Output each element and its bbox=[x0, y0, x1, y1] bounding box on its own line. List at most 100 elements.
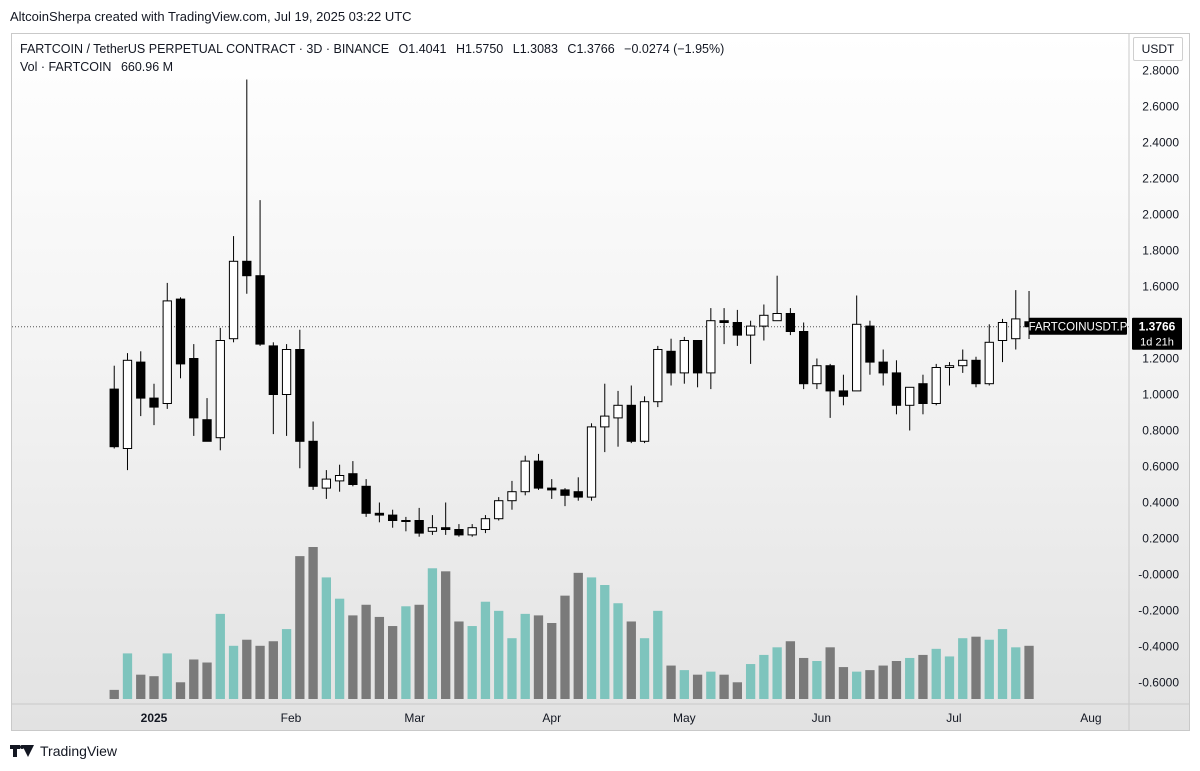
candle-body bbox=[136, 361, 146, 399]
volume-bar bbox=[268, 641, 278, 699]
volume-bar bbox=[295, 556, 305, 699]
volume-bar bbox=[281, 629, 292, 699]
candle-body bbox=[228, 260, 239, 340]
y-tick-label: 1.0000 bbox=[1142, 388, 1179, 402]
currency-button[interactable]: USDT bbox=[1133, 37, 1183, 61]
candle-body bbox=[162, 300, 172, 404]
candle-body bbox=[745, 325, 756, 336]
candle-body bbox=[838, 390, 849, 397]
chart-legend: FARTCOIN / TetherUS PERPETUAL CONTRACT ·… bbox=[20, 40, 730, 76]
candle-body bbox=[533, 460, 544, 489]
volume-bar bbox=[653, 610, 663, 699]
y-tick-label: -0.4000 bbox=[1138, 640, 1179, 654]
ticker-label: FARTCOINUSDT.P bbox=[1029, 322, 1128, 334]
volume-bar bbox=[666, 665, 676, 699]
volume-bar bbox=[427, 568, 438, 699]
volume-bar bbox=[1024, 645, 1034, 699]
candle-body bbox=[547, 487, 557, 491]
candle-body bbox=[268, 345, 278, 395]
volume-bar bbox=[374, 616, 385, 699]
ohlc-line: FARTCOIN / TetherUS PERPETUAL CONTRACT ·… bbox=[20, 40, 730, 58]
y-tick-label: 1.6000 bbox=[1142, 280, 1179, 294]
high-value: H1.5750 bbox=[456, 42, 504, 56]
candle-body bbox=[706, 320, 716, 374]
candle-body bbox=[361, 485, 371, 514]
y-tick-label: 0.2000 bbox=[1142, 532, 1179, 546]
candle-body bbox=[480, 518, 491, 531]
volume-bar bbox=[745, 664, 756, 699]
candle-body bbox=[189, 358, 199, 419]
candle-body bbox=[997, 322, 1008, 341]
volume-bar bbox=[785, 641, 796, 699]
y-tick-label: -0.0000 bbox=[1138, 568, 1179, 582]
candle-body bbox=[865, 325, 875, 363]
x-tick-label: May bbox=[673, 711, 696, 725]
candle-body bbox=[852, 323, 862, 392]
volume-bar bbox=[533, 615, 544, 699]
volume-bar bbox=[679, 670, 689, 699]
candle-body bbox=[931, 367, 941, 404]
chart-canvas[interactable]: 2.8000 2.6000 2.4000 2.2000 2.0000 1.8000 1.60… bbox=[12, 34, 1190, 731]
volume-bar bbox=[242, 639, 252, 699]
volume-bar bbox=[136, 674, 146, 699]
candle-body bbox=[639, 401, 650, 442]
bar-countdown: 1d 21h bbox=[1140, 337, 1174, 349]
volume-bar bbox=[997, 629, 1008, 699]
candle-body bbox=[944, 365, 955, 369]
ticker-label-bg bbox=[1029, 317, 1127, 335]
volume-bar bbox=[441, 571, 451, 699]
candle-body bbox=[374, 512, 385, 516]
candle-body bbox=[653, 349, 663, 403]
candle-body bbox=[573, 491, 583, 498]
x-tick-label: Feb bbox=[281, 711, 302, 725]
candle-body bbox=[122, 359, 133, 449]
brand-name: TradingView bbox=[40, 743, 118, 759]
y-tick-label: 2.4000 bbox=[1142, 136, 1179, 150]
volume-bar bbox=[215, 613, 225, 699]
volume-bar bbox=[865, 670, 875, 699]
volume-bar bbox=[918, 654, 928, 699]
volume-bar bbox=[586, 577, 597, 699]
volume-bar bbox=[639, 638, 650, 699]
candle-body bbox=[692, 340, 703, 374]
y-tick-label: 1.2000 bbox=[1142, 352, 1179, 366]
chart-frame[interactable]: 2.8000 2.6000 2.4000 2.2000 2.0000 1.8000 1.60… bbox=[11, 33, 1190, 731]
candle-body bbox=[401, 520, 411, 522]
candle-body bbox=[560, 489, 570, 496]
volume-bar bbox=[520, 613, 530, 699]
tradingview-brand[interactable]: TradingView bbox=[10, 743, 117, 759]
volume-bar bbox=[692, 674, 703, 699]
volume-bar bbox=[971, 636, 981, 699]
candle-body bbox=[891, 372, 902, 406]
volume-bar bbox=[507, 638, 517, 699]
candle-body bbox=[295, 349, 305, 442]
y-tick-label: 2.0000 bbox=[1142, 208, 1179, 222]
volume-bar bbox=[202, 662, 212, 699]
volume-bar bbox=[706, 671, 716, 699]
y-tick-label: -0.2000 bbox=[1138, 604, 1179, 618]
last-price-value: 1.3766 bbox=[1139, 320, 1176, 334]
volume-bar bbox=[798, 657, 809, 699]
candle-body bbox=[149, 397, 159, 408]
volume-bar bbox=[348, 615, 358, 699]
volume-bar bbox=[387, 626, 398, 699]
volume-bar bbox=[1011, 647, 1021, 699]
candle-body bbox=[427, 527, 438, 532]
volume-bar bbox=[162, 653, 172, 699]
volume-bar bbox=[891, 661, 902, 699]
volume-bar bbox=[626, 621, 636, 699]
last-price-badge bbox=[1132, 317, 1182, 350]
volume-bar bbox=[759, 654, 769, 699]
symbol-label[interactable]: FARTCOIN / TetherUS PERPETUAL CONTRACT ·… bbox=[20, 42, 390, 56]
volume-bar bbox=[189, 659, 199, 699]
candle-body bbox=[679, 340, 689, 374]
volume-label[interactable]: Vol · FARTCOIN bbox=[20, 60, 112, 74]
x-tick-label: 2025 bbox=[141, 711, 168, 725]
volume-bar bbox=[560, 595, 570, 699]
candle-body bbox=[759, 314, 769, 327]
volume-bar bbox=[228, 645, 239, 699]
y-tick-label: 1.8000 bbox=[1142, 244, 1179, 258]
candle-body bbox=[918, 383, 928, 405]
volume-bar bbox=[732, 682, 743, 699]
volume-bar bbox=[931, 648, 941, 699]
